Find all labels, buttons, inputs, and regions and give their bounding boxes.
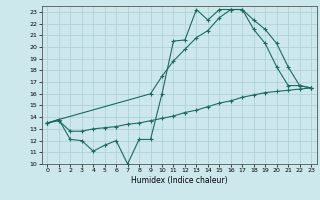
- X-axis label: Humidex (Indice chaleur): Humidex (Indice chaleur): [131, 176, 228, 185]
